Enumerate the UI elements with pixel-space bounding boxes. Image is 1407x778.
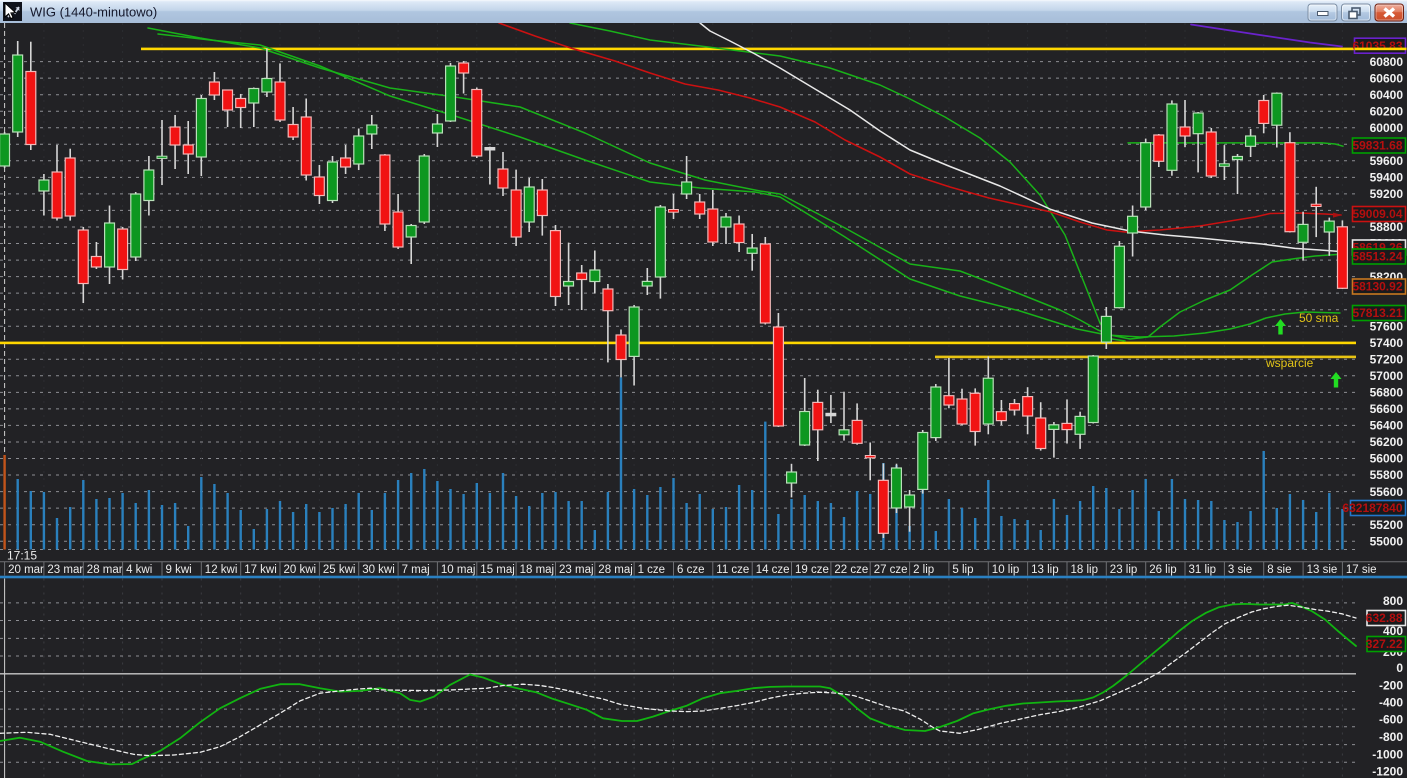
svg-text:17 sie: 17 sie [1346,564,1377,576]
svg-text:59831.68: 59831.68 [1352,139,1402,153]
svg-text:28 maj: 28 maj [598,564,633,576]
svg-text:55200: 55200 [1370,518,1404,532]
svg-text:327.22: 327.22 [1366,637,1403,651]
svg-text:55000: 55000 [1370,534,1404,548]
svg-text:WIG (1440-minutowo): WIG (1440-minutowo) [30,5,157,20]
svg-text:23 maj: 23 maj [559,564,594,576]
svg-text:23 lip: 23 lip [1110,564,1138,576]
svg-text:59200: 59200 [1370,187,1404,201]
svg-text:57400: 57400 [1370,336,1404,350]
svg-text:55600: 55600 [1370,485,1404,499]
svg-text:-400: -400 [1379,696,1403,710]
svg-text:18 maj: 18 maj [520,564,555,576]
svg-text:7 maj: 7 maj [402,564,430,576]
svg-text:60800: 60800 [1370,55,1404,69]
svg-text:3 sie: 3 sie [1228,564,1252,576]
svg-text:56400: 56400 [1370,419,1404,433]
svg-text:17 kwi: 17 kwi [244,564,277,576]
svg-text:400: 400 [1383,624,1403,638]
svg-text:60000: 60000 [1370,121,1404,135]
svg-text:17:15: 17:15 [7,549,37,563]
svg-text:28 mar: 28 mar [87,564,123,576]
svg-text:61035.83: 61035.83 [1352,39,1402,53]
svg-text:23 mar: 23 mar [47,564,83,576]
svg-text:60200: 60200 [1370,104,1404,118]
svg-text:11 cze: 11 cze [716,564,749,576]
svg-text:30 kwi: 30 kwi [362,564,395,576]
svg-text:14 cze: 14 cze [756,564,790,576]
svg-text:59009.04: 59009.04 [1352,207,1402,221]
svg-text:58800: 58800 [1370,220,1404,234]
svg-text:632.88: 632.88 [1366,611,1403,625]
svg-text:13 sie: 13 sie [1307,564,1338,576]
svg-text:10 lip: 10 lip [992,564,1020,576]
svg-text:13 lip: 13 lip [1031,564,1059,576]
svg-text:59400: 59400 [1370,171,1404,185]
svg-text:-1000: -1000 [1372,748,1403,762]
svg-text:56200: 56200 [1370,435,1404,449]
svg-text:57600: 57600 [1370,319,1404,333]
svg-text:-800: -800 [1379,730,1403,744]
svg-text:8 sie: 8 sie [1267,564,1291,576]
svg-text:50 sma: 50 sma [1299,311,1339,325]
svg-text:632187840: 632187840 [1342,501,1402,515]
svg-text:19 cze: 19 cze [795,564,829,576]
svg-text:31 lip: 31 lip [1189,564,1217,576]
svg-text:56000: 56000 [1370,452,1404,466]
svg-text:9 kwi: 9 kwi [166,564,192,576]
svg-text:26 lip: 26 lip [1149,564,1177,576]
svg-text:-200: -200 [1379,679,1403,693]
svg-text:1 cze: 1 cze [638,564,666,576]
svg-text:57000: 57000 [1370,369,1404,383]
svg-text:58130.92: 58130.92 [1352,280,1402,294]
svg-text:25 kwi: 25 kwi [323,564,356,576]
svg-text:57813.21: 57813.21 [1352,306,1402,320]
svg-text:-1200: -1200 [1372,765,1403,778]
svg-text:60600: 60600 [1370,71,1404,85]
svg-text:wsparcie: wsparcie [1265,356,1314,370]
svg-text:27 cze: 27 cze [874,564,908,576]
svg-text:800: 800 [1383,594,1403,608]
svg-text:12 kwi: 12 kwi [205,564,238,576]
svg-text:5 lip: 5 lip [952,564,973,576]
svg-text:0: 0 [1396,661,1403,675]
svg-text:55800: 55800 [1370,468,1404,482]
svg-text:59600: 59600 [1370,154,1404,168]
svg-text:20 mar: 20 mar [8,564,44,576]
svg-text:6 cze: 6 cze [677,564,705,576]
svg-text:10 maj: 10 maj [441,564,476,576]
svg-text:2 lip: 2 lip [913,564,934,576]
svg-text:58513.24: 58513.24 [1352,250,1402,264]
svg-text:20 kwi: 20 kwi [284,564,317,576]
svg-text:60400: 60400 [1370,88,1404,102]
svg-text:4 kwi: 4 kwi [126,564,152,576]
svg-text:57200: 57200 [1370,353,1404,367]
svg-text:15 maj: 15 maj [480,564,515,576]
svg-text:56600: 56600 [1370,402,1404,416]
svg-text:-600: -600 [1379,713,1403,727]
svg-text:56800: 56800 [1370,386,1404,400]
svg-text:18 lip: 18 lip [1071,564,1099,576]
svg-text:22 cze: 22 cze [834,564,868,576]
